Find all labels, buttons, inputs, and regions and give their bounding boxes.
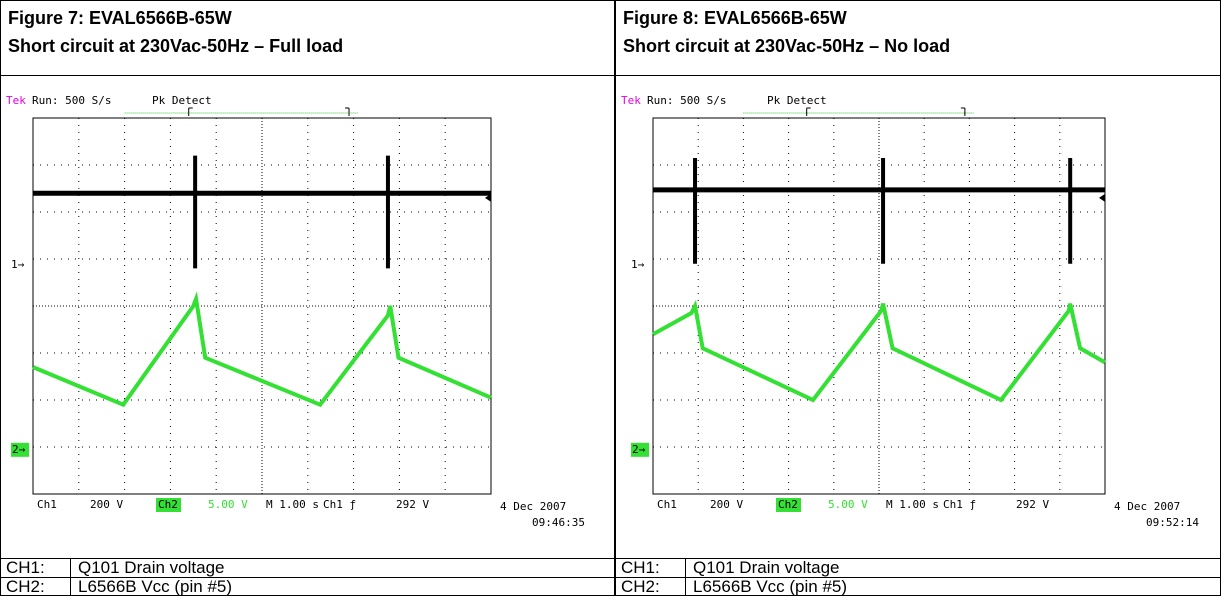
scope-readout: M 1.00 s <box>266 498 319 511</box>
channel-desc: Q101 Drain voltage <box>693 558 839 577</box>
ch2-marker: 2→ <box>632 443 646 456</box>
channel-label: CH2: <box>621 577 660 596</box>
scope-readout: 200 V <box>90 498 123 511</box>
scope-time: 09:46:35 <box>532 516 585 529</box>
scope-mode: Pk Detect <box>767 94 827 107</box>
scope-brand: Tek <box>6 94 26 107</box>
scope-readout: M 1.00 s <box>886 498 939 511</box>
scope-readout: Ch1 <box>37 498 57 511</box>
page: Figure 7: EVAL6566B-65W Short circuit at … <box>0 0 1221 596</box>
ch1-marker: 1→ <box>11 258 25 271</box>
scope-date: 4 Dec 2007 <box>500 500 566 513</box>
scope-mode: Pk Detect <box>152 94 212 107</box>
channel-desc: L6566B Vcc (pin #5) <box>693 577 847 596</box>
channel-label: CH1: <box>621 558 660 577</box>
ch1-level <box>1099 194 1105 202</box>
scope-readout: Ch2 <box>158 498 178 511</box>
figure-title: Figure 8: EVAL6566B-65W <box>623 8 847 29</box>
scope-readout: 5.00 V <box>208 498 248 511</box>
channel-label: CH2: <box>6 577 45 596</box>
scope-date: 4 Dec 2007 <box>1114 500 1180 513</box>
channel-desc: L6566B Vcc (pin #5) <box>78 577 232 596</box>
channel-desc: Q101 Drain voltage <box>78 558 224 577</box>
figure-title: Figure 7: EVAL6566B-65W <box>8 8 232 29</box>
scope-readout: 5.00 V <box>828 498 868 511</box>
scope-readout: 200 V <box>710 498 743 511</box>
scope-readout: Ch2 <box>778 498 798 511</box>
trigger-bracket <box>807 108 965 116</box>
figure-subtitle: Short circuit at 230Vac-50Hz – Full load <box>8 36 343 57</box>
scope-readout: 292 V <box>1016 498 1049 511</box>
ch1-marker: 1→ <box>631 258 645 271</box>
scope-screen: Tek Run: 500 S/s Pk Detect 1→ 2→ Ch1 200 V Ch2 5… <box>2 77 613 557</box>
scope-readout: Ch1 <box>657 498 677 511</box>
trigger-bracket <box>189 108 349 116</box>
scope-readout: Ch1 ƒ <box>943 498 976 511</box>
scope-brand: Tek <box>621 94 641 107</box>
scope-readout: Ch1 ƒ <box>323 498 356 511</box>
ch2-marker: 2→ <box>12 443 26 456</box>
scope-readout: 292 V <box>396 498 429 511</box>
scope-status: Run: 500 S/s <box>647 94 726 107</box>
scope-time: 09:52:14 <box>1146 516 1199 529</box>
figure-subtitle: Short circuit at 230Vac-50Hz – No load <box>623 36 950 57</box>
scope-screen: Tek Run: 500 S/s Pk Detect 1→ 2→ Ch1 200 V Ch2 5… <box>617 77 1219 557</box>
channel-label: CH1: <box>6 558 45 577</box>
scope-status: Run: 500 S/s <box>32 94 111 107</box>
